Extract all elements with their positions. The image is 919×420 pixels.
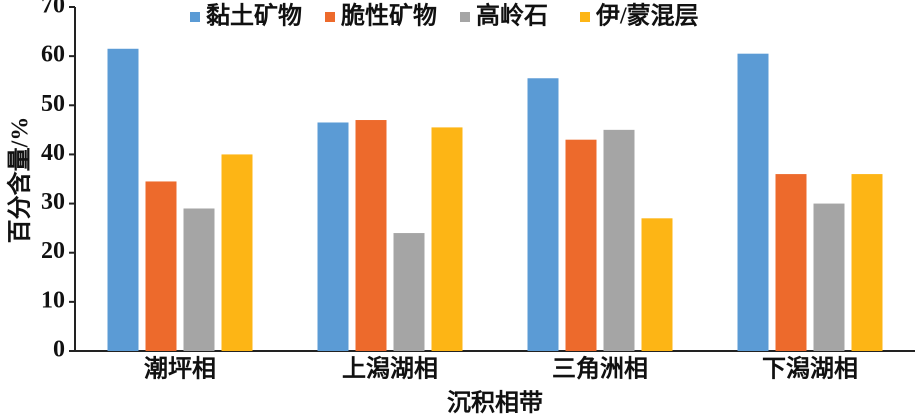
y-tick-label: 60 <box>41 42 65 68</box>
legend-label: 高岭石 <box>476 2 548 30</box>
bar <box>813 203 845 351</box>
bar <box>221 154 253 351</box>
bar <box>565 139 597 351</box>
bar <box>431 127 463 352</box>
legend-swatch <box>325 12 335 22</box>
y-tick-label: 0 <box>53 337 65 363</box>
y-tick-label: 10 <box>41 287 65 313</box>
legend-label: 伊/蒙混层 <box>595 3 699 30</box>
x-tick-label: 潮坪相 <box>144 356 216 383</box>
bar <box>527 78 559 351</box>
x-tick-label: 下潟湖相 <box>762 356 858 383</box>
legend-swatch <box>460 12 470 22</box>
x-axis-title: 沉积相带 <box>447 390 543 417</box>
bar <box>393 233 425 351</box>
y-tick-label: 30 <box>41 189 65 215</box>
bar <box>355 120 387 352</box>
y-tick-label: 50 <box>41 91 65 117</box>
x-tick-label: 上潟湖相 <box>342 356 438 383</box>
bar <box>183 208 215 351</box>
bar <box>145 181 177 351</box>
y-tick-label: 40 <box>41 140 65 166</box>
bar <box>641 218 673 351</box>
legend-swatch <box>580 12 590 22</box>
bar <box>851 174 883 351</box>
x-tick-label: 三角洲相 <box>552 355 648 383</box>
legend-swatch <box>190 12 200 22</box>
bar <box>107 48 139 352</box>
bar <box>737 53 769 351</box>
bar <box>317 122 349 351</box>
y-tick-label: 20 <box>41 238 65 264</box>
y-tick-label: 70 <box>41 0 65 19</box>
bar <box>603 129 635 351</box>
legend-label: 黏土矿物 <box>206 2 302 30</box>
legend-label: 脆性矿物 <box>340 2 437 30</box>
y-axis-title: 百分含量/% <box>6 117 34 244</box>
bar <box>775 174 807 351</box>
